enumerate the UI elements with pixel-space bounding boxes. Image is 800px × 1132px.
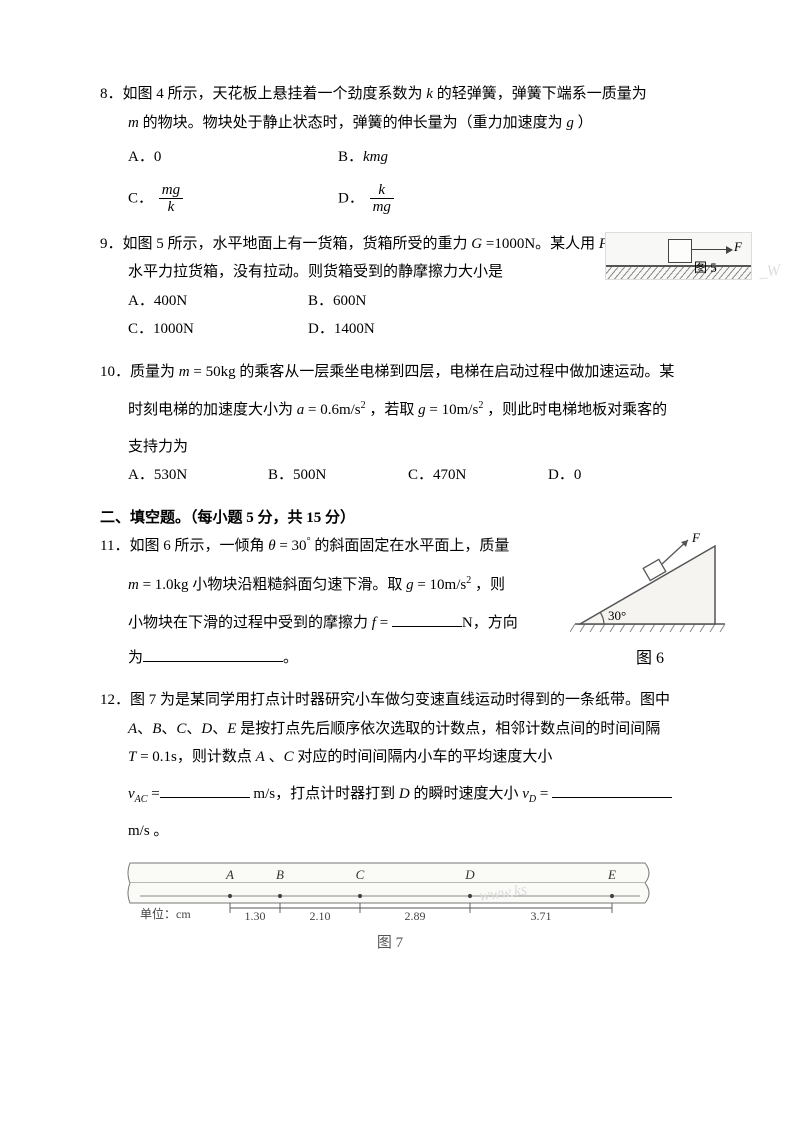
q8-option-c: C． mg k (128, 182, 338, 216)
question-10: 10．质量为 m = 50kg 的乘客从一层乘坐电梯到四层，电梯在启动过程中做加… (100, 358, 710, 490)
question-12: 12．图 7 为是某同学用打点计时器研究小车做匀变速直线运动时得到的一条纸带。图… (100, 686, 710, 958)
q10-option-b: B．500N (268, 461, 408, 490)
blank-input[interactable] (552, 782, 672, 798)
q10-stem-line1: 10．质量为 m = 50kg 的乘客从一层乘坐电梯到四层，电梯在启动过程中做加… (100, 358, 710, 387)
force-arrow-icon (692, 249, 732, 251)
figure-5-box (668, 239, 692, 263)
q10-option-a: A．530N (128, 461, 268, 490)
section-2-header: 二、填空题。（每小题 5 分，共 15 分） (100, 504, 710, 533)
blank-input[interactable] (160, 782, 250, 798)
q12-stem-line1: 12．图 7 为是某同学用打点计时器研究小车做匀变速直线运动时得到的一条纸带。图… (100, 686, 710, 715)
figure-6-label: 图 6 (570, 644, 730, 674)
q10-option-d: D．0 (548, 461, 688, 490)
figure-7-dist-3: 2.89 (405, 909, 426, 923)
figure-6-force-label: F (691, 532, 701, 545)
figure-7-label-c: C (356, 867, 365, 882)
blank-input[interactable] (143, 646, 283, 662)
figure-7-label-b: B (276, 867, 284, 882)
q12-stem-line4: vAC = m/s，打点计时器打到 D 的瞬时速度大小 vD = (100, 780, 710, 809)
q9-option-b: B．600N (308, 287, 518, 316)
q8-options-row1: A．0 B．kmg (100, 143, 710, 172)
question-11: 30° F 图 6 11．如图 6 所示，一倾角 θ = 30° 的斜面固定在水… (100, 532, 710, 672)
figure-7-unit: 单位：cm (140, 906, 191, 921)
q10-stem-line3: 支持力为 (100, 433, 710, 462)
q8-stem-line2: m 的物块。物块处于静止状态时，弹簧的伸长量为（重力加速度为 g ） (100, 109, 710, 138)
figure-6-angle: 30° (608, 608, 626, 623)
q9-options-row2: C．1000N D．1400N (100, 315, 710, 344)
figure-7-svg: A B C D E 1.30 2.10 2.89 3.71 单位：cm w (120, 855, 660, 925)
figure-7-label-a: A (225, 867, 234, 882)
figure-6-svg: 30° F (570, 532, 730, 642)
q8-number: 8． (100, 86, 123, 102)
q10-stem-line2: 时刻电梯的加速度大小为 a = 0.6m/s2 ，若取 g = 10m/s2 ，… (100, 396, 710, 425)
q8-option-b: B．kmg (338, 143, 548, 172)
q12-stem-line3: T = 0.1s，则计数点 A 、C 对应的时间间隔内小车的平均速度大小 (100, 743, 710, 772)
q12-number: 12． (100, 692, 130, 708)
q8-option-a: A．0 (128, 143, 338, 172)
fraction-mg-k: mg k (159, 182, 183, 216)
figure-5-force-label: F (734, 235, 742, 260)
q9-option-d: D．1400N (308, 315, 518, 344)
figure-7-dist-2: 2.10 (310, 909, 331, 923)
q11-number: 11． (100, 538, 129, 554)
q10-number: 10． (100, 364, 130, 380)
figure-5-scene: F 图 5 (605, 232, 752, 280)
figure-5-hatch (606, 267, 751, 279)
q9-number: 9． (100, 236, 123, 252)
figure-7-dist-1: 1.30 (245, 909, 266, 923)
figure-7-label: 图 7 (120, 929, 660, 958)
figure-7: A B C D E 1.30 2.10 2.89 3.71 单位：cm w (120, 855, 660, 958)
q12-stem-line5: m/s 。 (100, 817, 710, 846)
blank-input[interactable] (392, 611, 462, 627)
question-9: F 图 5 _W 9．如图 5 所示，水平地面上有一货箱，货箱所受的重力 G =… (100, 230, 710, 344)
figure-7-dist-4: 3.71 (531, 909, 552, 923)
q9-option-c: C．1000N (128, 315, 308, 344)
figure-5: F 图 5 _W (605, 232, 750, 280)
q12-stem-line2: A、B、C、D、E 是按打点先后顺序依次选取的计数点，相邻计数点间的时间间隔 (100, 715, 710, 744)
figure-7-label-e: E (607, 867, 616, 882)
q8-stem: 8．如图 4 所示，天花板上悬挂着一个劲度系数为 k 的轻弹簧，弹簧下端系一质量… (100, 80, 710, 109)
watermark-icon: _W (757, 256, 781, 288)
q10-option-c: C．470N (408, 461, 548, 490)
q10-options: A．530N B．500N C．470N D．0 (100, 461, 710, 490)
figure-5-label: 图 5 (694, 256, 717, 281)
q9-options-row1: A．400N B．600N (100, 287, 710, 316)
figure-6: 30° F 图 6 (570, 532, 730, 674)
figure-7-label-d: D (464, 867, 475, 882)
fraction-k-mg: k mg (370, 182, 394, 216)
question-8: 8．如图 4 所示，天花板上悬挂着一个劲度系数为 k 的轻弹簧，弹簧下端系一质量… (100, 80, 710, 216)
q8-option-d: D． k mg (338, 182, 548, 216)
q8-options-row2: C． mg k D． k mg (100, 182, 710, 216)
q9-option-a: A．400N (128, 287, 308, 316)
